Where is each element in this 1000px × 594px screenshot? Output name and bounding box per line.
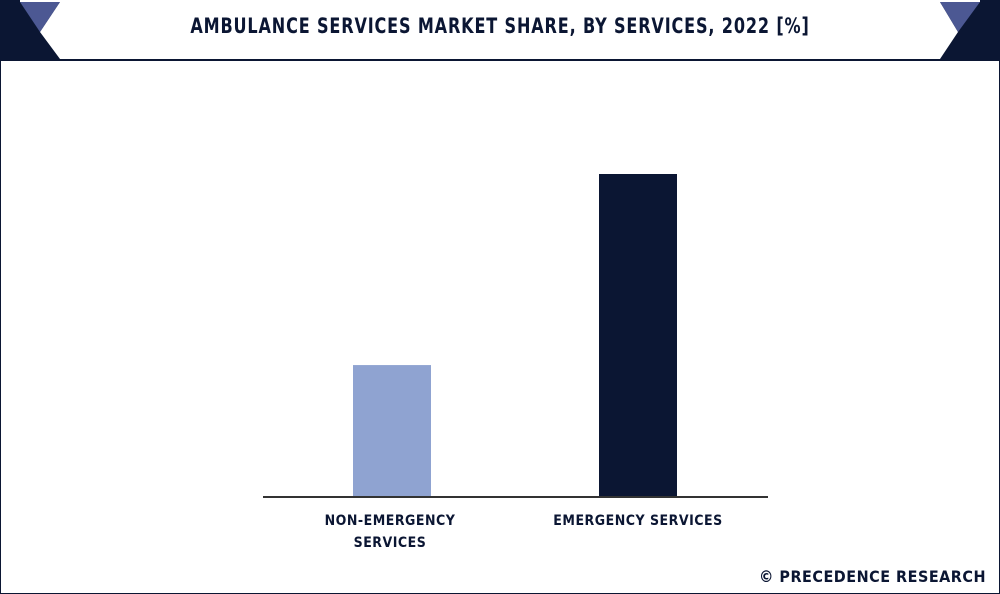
chart-header: AMBULANCE SERVICES MARKET SHARE, BY SERV… [0, 0, 1000, 61]
source-credit: © PRECEDENCE RESEARCH [759, 567, 986, 586]
x-tick-label-emergency: EMERGENCY SERVICES [528, 510, 748, 532]
header-banner [20, 0, 980, 59]
tick-line: NON-EMERGENCY [324, 513, 456, 529]
chart-title: AMBULANCE SERVICES MARKET SHARE, BY SERV… [190, 14, 810, 38]
x-tick-label-non-emergency: NON-EMERGENCY SERVICES [290, 510, 490, 554]
tick-line: SERVICES [353, 535, 427, 551]
tick-line: EMERGENCY SERVICES [553, 513, 723, 529]
bar-non-emergency-services [353, 365, 431, 497]
bar-emergency-services [599, 174, 677, 497]
